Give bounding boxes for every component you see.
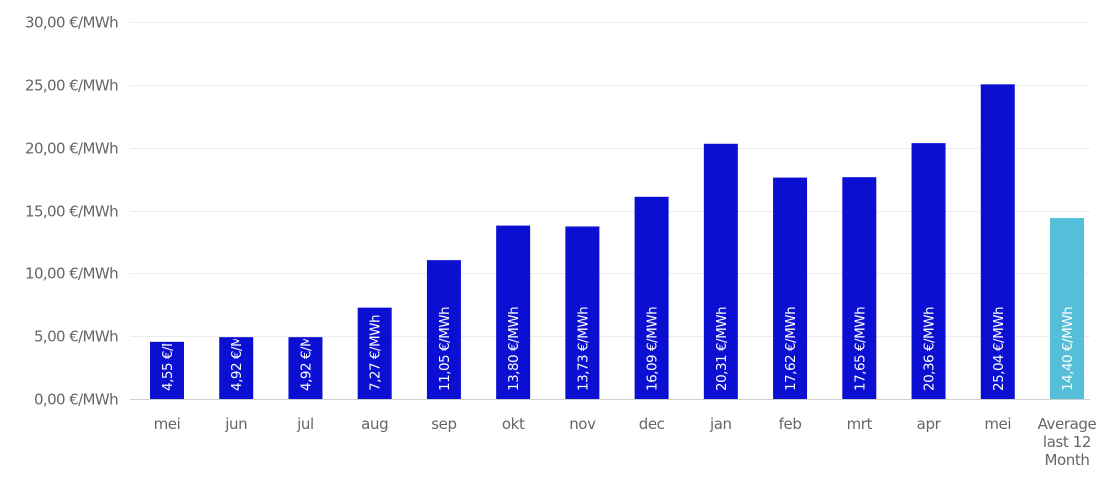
x-tick-label: aug — [361, 415, 388, 433]
x-tick-label: apr — [917, 415, 942, 433]
x-tick-label-line: jul — [296, 415, 314, 433]
x-tick-label-line: sep — [431, 415, 456, 433]
bar-data-label: 11,05 €/MWh — [437, 307, 453, 391]
bar — [773, 177, 808, 399]
x-tick-label-line: dec — [639, 415, 665, 433]
bar-data-label: 16,09 €/MWh — [645, 307, 661, 391]
bar-data-label: 17,62 €/MWh — [783, 307, 799, 391]
bar — [1049, 218, 1084, 399]
x-tick-label: Average last 12 Month — [1038, 415, 1097, 469]
x-tick-label-line: Month — [1044, 451, 1089, 469]
bar — [288, 337, 323, 399]
x-tick-label-line: mei — [984, 415, 1011, 433]
x-tick-label: mei — [984, 415, 1011, 433]
bar-data-label: 20,31 €/MWh — [714, 307, 730, 391]
x-tick-label-line: feb — [779, 415, 802, 433]
x-tick-label: mrt — [847, 415, 873, 433]
x-tick-label: jan — [709, 415, 732, 433]
x-tick-label: mei — [154, 415, 181, 433]
bar — [842, 177, 877, 399]
bar — [703, 143, 738, 399]
x-axis: mei jun jul aug sep okt nov dec jan feb mrt apr mei A… — [130, 399, 1097, 469]
bars — [150, 84, 1084, 399]
bar-data-labels: 4,55 €/MWh 4,92 €/MWh 4,92 €/MWh 7,27 €/MWh… — [160, 307, 1076, 391]
x-tick-label-line: mei — [154, 415, 181, 433]
x-tick-label-line: aug — [361, 415, 388, 433]
bar — [219, 337, 254, 399]
bar-data-label: 14,40 €/MWh — [1060, 307, 1076, 391]
bar — [426, 260, 461, 399]
bar — [634, 196, 669, 399]
x-tick-label-line: nov — [569, 415, 596, 433]
gridlines — [130, 22, 1090, 337]
bar-data-label: 4,92 €/MWh — [229, 315, 245, 391]
bar — [565, 226, 600, 399]
y-tick-label: 30,00 €/MWh — [25, 14, 118, 32]
x-tick-label: okt — [502, 415, 525, 433]
bar-data-label: 4,92 €/MWh — [298, 315, 314, 391]
bar-data-label: 13,80 €/MWh — [506, 307, 522, 391]
y-tick-label: 20,00 €/MWh — [25, 140, 118, 158]
x-tick-label-line: Average — [1038, 415, 1097, 433]
x-tick-label-line: okt — [502, 415, 525, 433]
bar-data-label: 4,55 €/MWh — [160, 315, 176, 391]
bar-data-label: 17,65 €/MWh — [852, 307, 868, 391]
y-axis: 0,00 €/MWh 5,00 €/MWh 10,00 €/MWh 15,00 €/M… — [25, 14, 119, 409]
x-tick-label: jun — [224, 415, 247, 433]
bar-data-label: 20,36 €/MWh — [922, 307, 938, 391]
x-tick-label: nov — [569, 415, 596, 433]
y-tick-label: 10,00 €/MWh — [25, 265, 118, 283]
x-tick-label-line: jun — [224, 415, 247, 433]
bar — [980, 84, 1015, 399]
x-tick-label: jul — [296, 415, 314, 433]
x-tick-label-line: last 12 — [1043, 433, 1091, 451]
x-tick-label: dec — [639, 415, 665, 433]
y-tick-label: 0,00 €/MWh — [34, 391, 118, 409]
x-tick-label: feb — [779, 415, 802, 433]
bar — [357, 307, 392, 399]
x-tick-label-line: apr — [917, 415, 942, 433]
y-tick-label: 15,00 €/MWh — [25, 203, 118, 221]
y-tick-label: 25,00 €/MWh — [25, 77, 118, 95]
bar-data-label: 25,04 €/MWh — [991, 307, 1007, 391]
y-tick-label: 5,00 €/MWh — [34, 328, 118, 346]
x-tick-label: sep — [431, 415, 456, 433]
bar — [150, 341, 184, 399]
x-tick-label-line: mrt — [847, 415, 873, 433]
bar — [496, 225, 531, 399]
bar-data-label: 7,27 €/MWh — [368, 315, 384, 391]
bar — [911, 143, 946, 399]
bar-data-label: 13,73 €/MWh — [575, 307, 591, 391]
x-tick-label-line: jan — [709, 415, 732, 433]
